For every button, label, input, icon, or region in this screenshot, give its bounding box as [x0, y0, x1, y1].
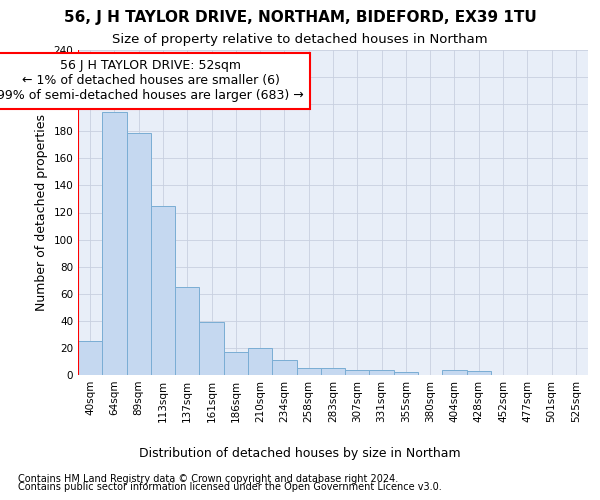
Text: Distribution of detached houses by size in Northam: Distribution of detached houses by size … [139, 448, 461, 460]
Bar [127, 132, 151, 375]
Bar [394, 372, 418, 375]
Text: Size of property relative to detached houses in Northam: Size of property relative to detached ho… [112, 32, 488, 46]
Text: Contains public sector information licensed under the Open Government Licence v3: Contains public sector information licen… [18, 482, 442, 492]
Bar [442, 370, 467, 375]
Bar [321, 368, 345, 375]
Bar [102, 112, 127, 375]
Y-axis label: Number of detached properties: Number of detached properties [35, 114, 48, 311]
Bar [78, 341, 102, 375]
Text: 56, J H TAYLOR DRIVE, NORTHAM, BIDEFORD, EX39 1TU: 56, J H TAYLOR DRIVE, NORTHAM, BIDEFORD,… [64, 10, 536, 25]
Bar [370, 370, 394, 375]
Bar [296, 368, 321, 375]
Bar [272, 360, 296, 375]
Text: Contains HM Land Registry data © Crown copyright and database right 2024.: Contains HM Land Registry data © Crown c… [18, 474, 398, 484]
Bar [199, 322, 224, 375]
Bar [467, 371, 491, 375]
Bar [248, 348, 272, 375]
Text: 56 J H TAYLOR DRIVE: 52sqm
← 1% of detached houses are smaller (6)
99% of semi-d: 56 J H TAYLOR DRIVE: 52sqm ← 1% of detac… [0, 60, 304, 102]
Bar [224, 352, 248, 375]
Bar [175, 287, 199, 375]
Bar [345, 370, 370, 375]
Bar [151, 206, 175, 375]
